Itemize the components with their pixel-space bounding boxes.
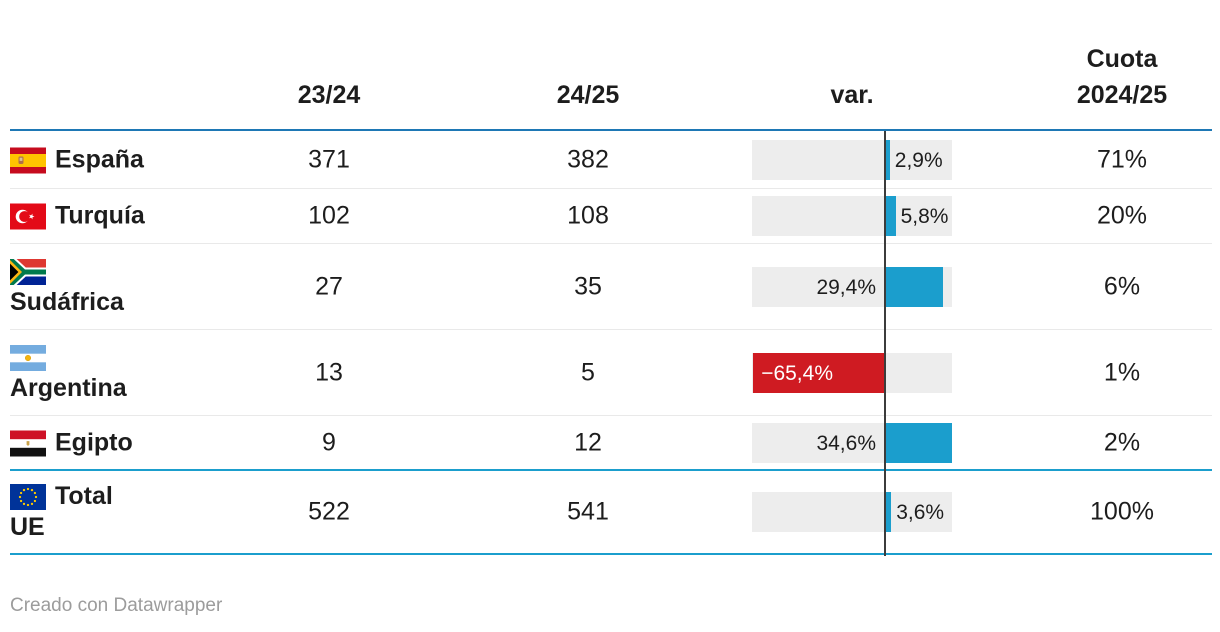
var-bar [884, 139, 890, 180]
zero-axis-line [884, 131, 886, 556]
cuota-value: 20% [1096, 201, 1148, 230]
country-label: Argentina [10, 342, 156, 404]
country-label: Total UE [10, 481, 156, 543]
value-24-25: 108 [567, 201, 609, 230]
value-24-25: 35 [574, 272, 602, 300]
value-23-24: 102 [308, 201, 350, 230]
table-row: Sudáfrica 27 35 29,4% 6% [10, 244, 1212, 330]
var-bar-track: 29,4% [752, 266, 952, 307]
table-row: Egipto 9 12 34,6% 2% [10, 416, 1212, 469]
var-bar [884, 266, 943, 307]
var-bar-track: 2,9% [752, 139, 952, 180]
country-name: España [55, 145, 144, 173]
value-23-24: 9 [322, 428, 336, 456]
table-row: Argentina 13 5 −65,4% 1% [10, 330, 1212, 416]
var-value-label: 5,8% [900, 205, 949, 228]
country-label: Turquía [10, 201, 156, 232]
country-comparison-table: 23/24 24/25 var. Cuota 2024/25 España 371… [10, 0, 1212, 555]
south-africa-flag-icon [10, 258, 46, 285]
table-row: España 371 382 2,9% 71% [10, 131, 1212, 189]
value-24-25: 12 [574, 428, 602, 456]
table-row: Total UE 522 541 3,6% 100% [10, 469, 1212, 555]
var-bar-track: 34,6% [752, 422, 952, 463]
country-name: Sudáfrica [10, 287, 124, 316]
eu-flag-icon [10, 484, 46, 511]
country-name: Turquía [55, 201, 145, 230]
cuota-value: 6% [1103, 272, 1141, 300]
value-24-25: 382 [567, 145, 609, 173]
value-23-24: 371 [308, 145, 350, 173]
column-header-23-24: 23/24 [297, 81, 361, 109]
value-24-25: 5 [581, 358, 595, 386]
egypt-flag-icon [10, 430, 46, 457]
country-label: Egipto [10, 427, 156, 458]
table-body: España 371 382 2,9% 71% Turquía 102 108 … [10, 131, 1212, 555]
country-name: Egipto [55, 428, 133, 456]
cuota-value: 1% [1103, 358, 1141, 386]
var-bar [884, 196, 896, 236]
var-bar-track: 5,8% [752, 196, 952, 236]
var-bar-track: 3,6% [752, 492, 952, 532]
var-value-label: 29,4% [816, 275, 876, 299]
spain-flag-icon [10, 147, 46, 174]
var-value-label: 3,6% [896, 501, 945, 524]
value-23-24: 13 [315, 358, 343, 386]
table-row: Turquía 102 108 5,8% 20% [10, 189, 1212, 244]
column-header-cuota-line1: Cuota [1086, 45, 1158, 73]
table-header-row: 23/24 24/25 var. Cuota 2024/25 [10, 0, 1212, 131]
cuota-value: 2% [1103, 428, 1141, 456]
cuota-value: 71% [1096, 145, 1148, 173]
column-header-var: var. [830, 81, 874, 109]
country-name: Argentina [10, 373, 127, 402]
var-bar [884, 492, 892, 532]
var-value-label: 34,6% [816, 431, 876, 455]
turkey-flag-icon [10, 203, 46, 230]
column-header-cuota-line2: 2024/25 [1076, 81, 1168, 109]
var-value-label: −65,4% [761, 361, 833, 385]
country-label: España [10, 144, 156, 175]
country-name: Total UE [10, 482, 113, 541]
credit-text: Creado con Datawrapper [10, 595, 223, 616]
column-header-24-25: 24/25 [556, 81, 620, 109]
var-value-label: 2,9% [894, 148, 943, 172]
var-bar-track: −65,4% [752, 352, 952, 393]
value-23-24: 522 [308, 497, 350, 526]
argentina-flag-icon [10, 344, 46, 371]
value-23-24: 27 [315, 272, 343, 300]
column-header-cuota: Cuota 2024/25 [1032, 41, 1212, 113]
var-bar [753, 352, 884, 393]
country-label: Sudáfrica [10, 256, 156, 318]
value-24-25: 541 [567, 497, 609, 526]
var-bar [884, 422, 952, 463]
cuota-value: 100% [1090, 497, 1154, 526]
